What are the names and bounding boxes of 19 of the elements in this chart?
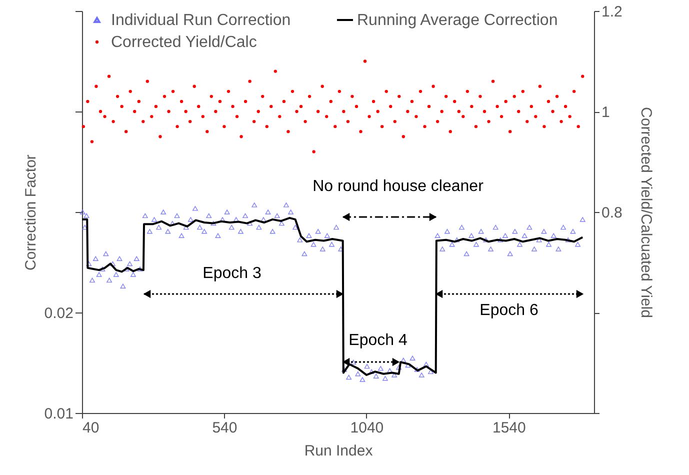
y-tick-label: 0.01 <box>44 406 74 422</box>
y2-tick-label: 1 <box>602 104 610 121</box>
x-axis-title: Run Index <box>304 442 374 460</box>
legend-label: Running Average Correction <box>357 12 558 29</box>
legend-label: Corrected Yield/Calc <box>111 34 257 51</box>
y-tick-label: 0.02 <box>44 305 74 322</box>
annotation: No round house cleaner <box>312 178 484 195</box>
x-tick-label: 1540 <box>492 420 526 436</box>
x-tick-label: 540 <box>212 420 238 436</box>
legend-label: Individual Run Correction <box>111 12 291 29</box>
y-axis-title: Correction Factor <box>22 154 40 270</box>
y2-tick-label: 1.2 <box>602 4 622 20</box>
x-tick-label: 40 <box>82 420 100 436</box>
x-tick-label: 1040 <box>350 420 384 436</box>
annotation: Epoch 6 <box>480 302 538 319</box>
annotation: Epoch 4 <box>348 332 408 349</box>
y2-axis-title: Corrected Yield/Calcuated Yield <box>637 107 654 318</box>
y2-tick-label: 0.8 <box>602 204 622 222</box>
annotation: Epoch 3 <box>202 265 262 282</box>
